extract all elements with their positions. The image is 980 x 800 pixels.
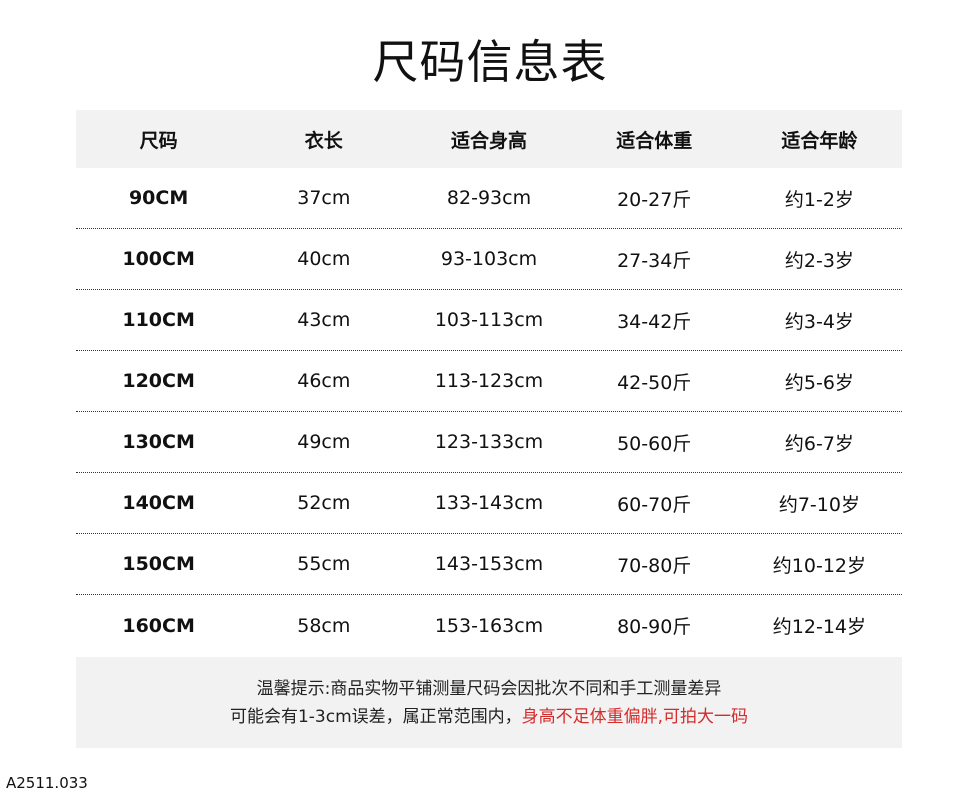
table-cell: 133-143cm: [434, 492, 544, 514]
size-cell: 90CM: [128, 187, 189, 209]
header-cell: 衣长: [304, 129, 343, 152]
header-cell: 尺码: [139, 129, 178, 152]
size-cell: 150CM: [122, 553, 195, 575]
table-cell: 20-27斤: [617, 188, 692, 211]
table-cell: 55cm: [297, 553, 351, 575]
table-cell: 80-90斤: [617, 616, 692, 638]
table-cell: 52cm: [297, 492, 351, 514]
tip-line-2: 可能会有1-3cm误差，属正常范围内，身高不足体重偏胖,可拍大一码: [76, 703, 902, 731]
table-row: 150CM 55cm 143-153cm 70-80斤 约10-12岁: [76, 534, 902, 595]
tip-text: 可能会有1-3cm误差，属正常范围内，: [229, 707, 522, 727]
table-cell: 约12-14岁: [772, 616, 867, 638]
table-row: 100CM 40cm 93-103cm 27-34斤 约2-3岁: [76, 229, 902, 290]
table-cell: 约10-12岁: [772, 554, 867, 577]
table-cell: 约1-2岁: [784, 188, 854, 211]
table-row: 90CM 37cm 82-93cm 20-27斤 约1-2岁: [76, 168, 902, 229]
size-cell: 110CM: [122, 309, 195, 331]
table-cell: 113-123cm: [434, 370, 544, 392]
header-cell: 适合年龄: [781, 129, 858, 152]
table-cell: 约3-4岁: [784, 310, 854, 333]
table-cell: 46cm: [297, 370, 351, 392]
table-cell: 103-113cm: [434, 309, 544, 331]
table-cell: 58cm: [297, 614, 351, 637]
table-cell: 约5-6岁: [784, 371, 854, 394]
size-cell: 120CM: [122, 370, 195, 392]
table-cell: 27-34斤: [617, 249, 692, 272]
table-cell: 93-103cm: [440, 248, 538, 270]
table-row: 110CM 43cm 103-113cm 34-42斤 约3-4岁: [76, 290, 902, 351]
table-cell: 153-163cm: [434, 614, 544, 637]
size-cell: 130CM: [122, 431, 195, 453]
table-header: 尺码 衣长 适合身高 适合体重 适合年龄: [76, 110, 902, 168]
table-cell: 70-80斤: [617, 554, 692, 577]
table-cell: 40cm: [297, 248, 351, 270]
table-cell: 约6-7岁: [784, 432, 854, 455]
table-cell: 37cm: [297, 187, 351, 209]
table-row: 130CM 49cm 123-133cm 50-60斤 约6-7岁: [76, 412, 902, 473]
table-cell: 43cm: [297, 309, 351, 331]
tip-note: 温馨提示:商品实物平铺测量尺码会因批次不同和手工测量差异 可能会有1-3cm误差…: [76, 657, 902, 748]
header-cell: 适合身高: [451, 129, 528, 152]
table-cell: 123-133cm: [434, 431, 544, 453]
table-cell: 49cm: [297, 431, 351, 453]
page-title: 尺码信息表: [372, 35, 608, 89]
tip-highlight: 身高不足体重偏胖,可拍大一码: [521, 707, 749, 727]
size-cell: 140CM: [122, 492, 195, 514]
header-cell: 适合体重: [616, 129, 693, 152]
table-cell: 约7-10岁: [778, 493, 860, 516]
table-cell: 50-60斤: [617, 432, 692, 455]
table-cell: 42-50斤: [617, 371, 692, 394]
size-cell: 160CM: [122, 614, 195, 637]
table-cell: 143-153cm: [434, 553, 544, 575]
table-cell: 34-42斤: [617, 310, 692, 333]
table-row: 140CM 52cm 133-143cm 60-70斤 约7-10岁: [76, 473, 902, 534]
table-cell: 约2-3岁: [784, 249, 854, 272]
tip-line-1: 温馨提示:商品实物平铺测量尺码会因批次不同和手工测量差异: [256, 679, 722, 699]
table-row: 120CM 46cm 113-123cm 42-50斤 约5-6岁: [76, 351, 902, 412]
product-code: A2511.033: [6, 774, 88, 792]
table-cell: 82-93cm: [446, 187, 532, 209]
size-table: 尺码 衣长 适合身高 适合体重 适合年龄 90CM 37cm 82-93cm 20-2…: [76, 110, 902, 656]
table-row: 160CM 58cm 153-163cm 80-90斤 约12-14岁: [76, 595, 902, 656]
table-cell: 60-70斤: [617, 493, 692, 516]
size-cell: 100CM: [122, 248, 195, 270]
